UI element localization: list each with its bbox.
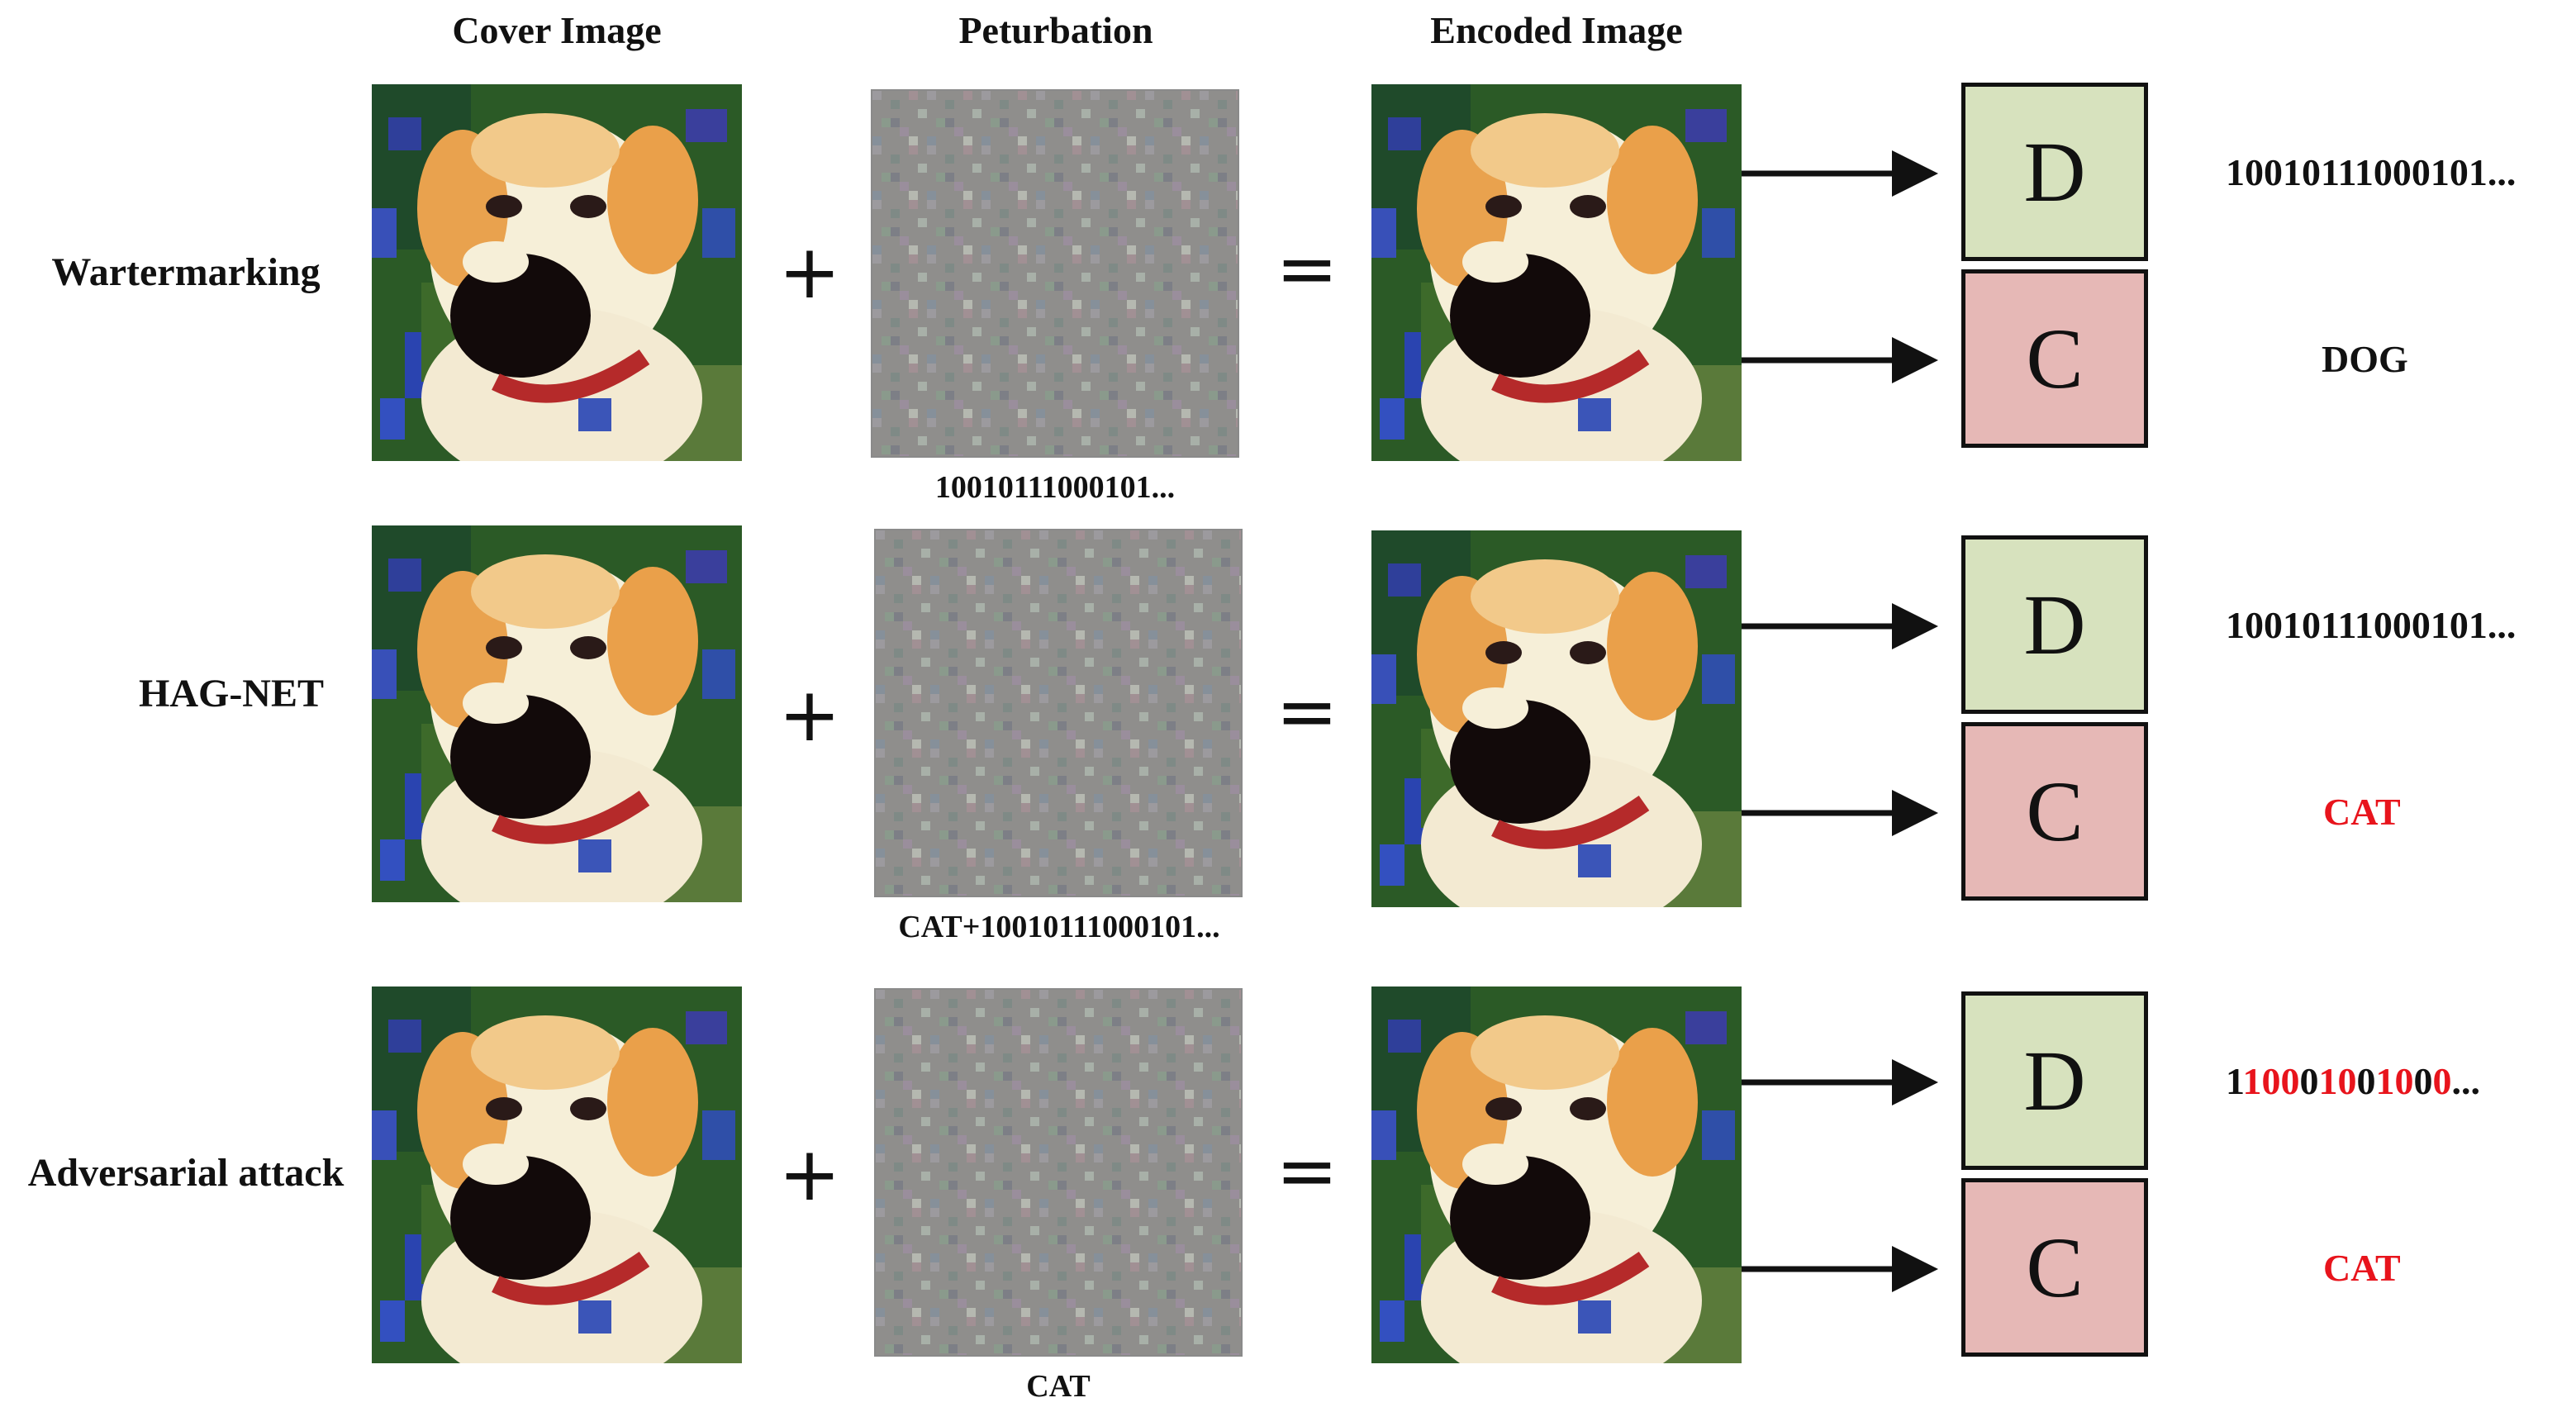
classifier-c-box: C [1961, 1178, 2148, 1357]
plus-operator: + [778, 229, 841, 316]
output-digit: 1 [2226, 1060, 2243, 1102]
perturbation-image [871, 89, 1239, 458]
row-label-hag-net: HAG-NET [138, 672, 324, 716]
perturbation-image [874, 529, 1243, 897]
plus-operator: + [778, 672, 841, 758]
column-header-cover: Cover Image [452, 9, 662, 51]
perturbation-caption: CAT [1026, 1369, 1091, 1404]
decoder-output: 10010111000101... [2226, 604, 2517, 646]
output-digit: 0 [2356, 1060, 2376, 1102]
classifier-c-box: C [1961, 722, 2148, 901]
decoder-d-box: D [1961, 535, 2148, 714]
output-digit: 1 [2242, 1060, 2262, 1102]
decoder-d-box: D [1961, 991, 2148, 1170]
output-digit: 1 [2375, 1060, 2395, 1102]
column-header-encoded: Encoded Image [1430, 9, 1683, 51]
perturbation-caption: 10010111000101... [934, 470, 1176, 505]
perturbation-caption: CAT+10010111000101... [898, 910, 1220, 944]
output-digit: 0 [2432, 1060, 2452, 1102]
equals-operator: = [1276, 1128, 1338, 1215]
equals-operator: = [1276, 668, 1338, 755]
classifier-output: CAT [2323, 791, 2401, 833]
classifier-c-box: C [1961, 269, 2148, 448]
output-digit: 0 [2261, 1060, 2281, 1102]
decoder-output: 110001001000... [2226, 1059, 2480, 1103]
output-digit: 0 [2299, 1060, 2319, 1102]
classifier-output: CAT [2323, 1247, 2401, 1289]
perturbation-image [874, 988, 1243, 1357]
classifier-output: DOG [2322, 338, 2408, 380]
column-header-perturbation: Peturbation [958, 9, 1153, 51]
decoder-d-box: D [1961, 83, 2148, 261]
row-label-watermarking: Wartermarking [51, 250, 321, 294]
decoder-output: 10010111000101... [2226, 151, 2517, 193]
equals-operator: = [1276, 226, 1338, 312]
output-digit: 0 [2413, 1060, 2433, 1102]
output-digit: 1 [2318, 1060, 2338, 1102]
row-label-adversarial-attack: Adversarial attack [27, 1151, 345, 1195]
output-digit: 0 [2394, 1060, 2414, 1102]
output-ellipsis: ... [2451, 1060, 2480, 1102]
output-digit: 0 [2280, 1060, 2300, 1102]
plus-operator: + [778, 1131, 841, 1218]
output-digit: 0 [2337, 1060, 2357, 1102]
